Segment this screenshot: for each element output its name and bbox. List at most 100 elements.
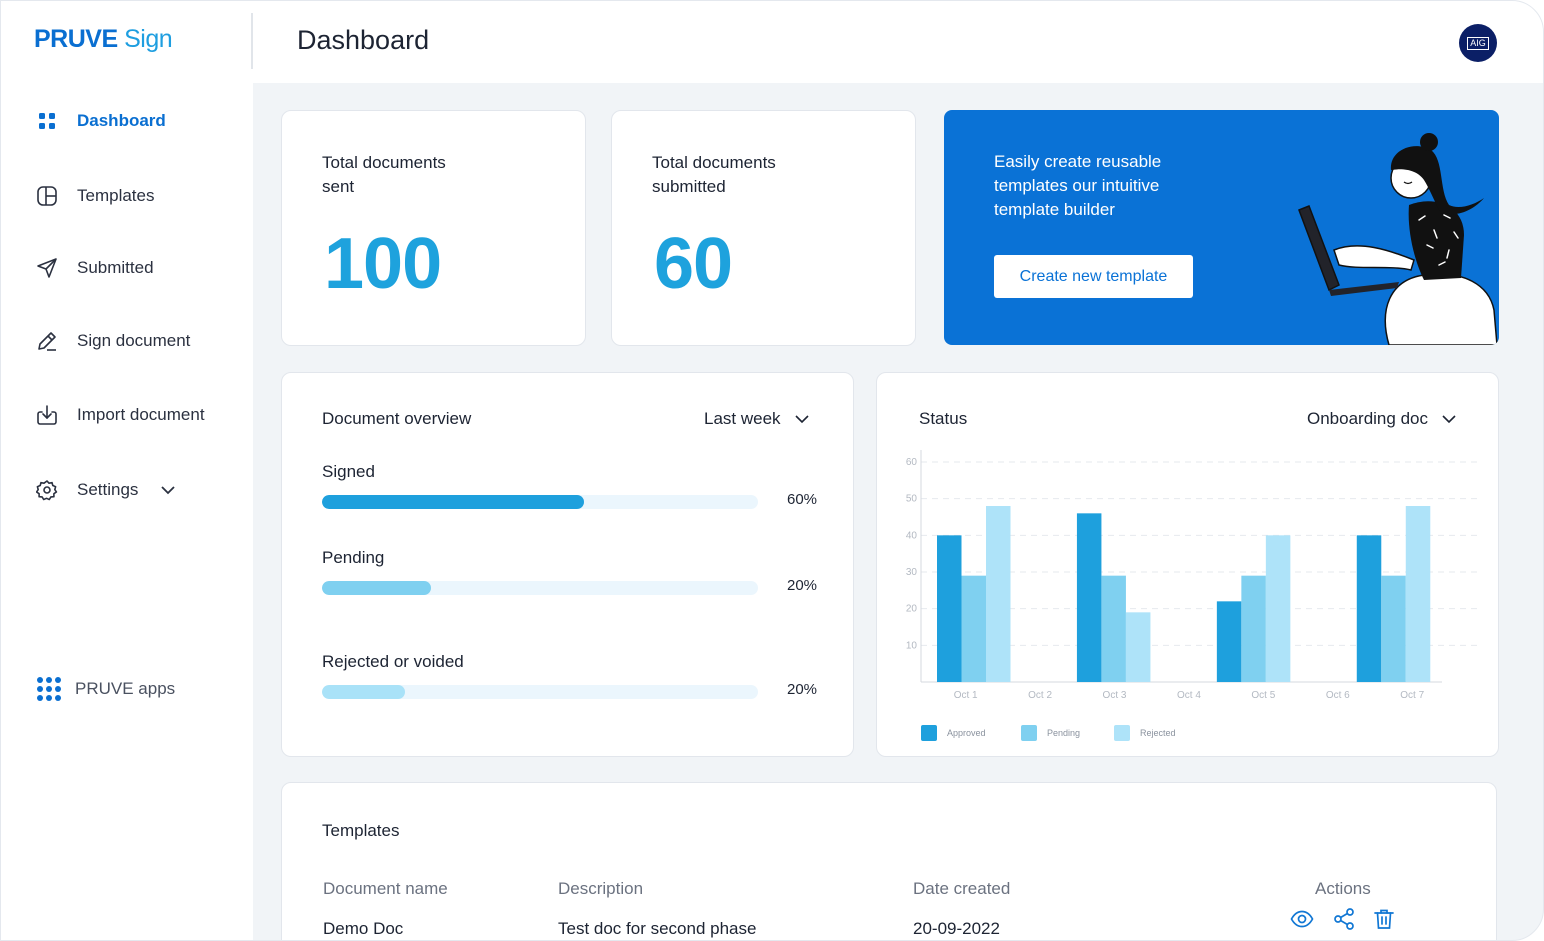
view-icon[interactable] [1290,907,1314,931]
progress-label-signed: Signed [322,462,375,481]
progress-fill-rejected [322,685,405,699]
status-card: Status Onboarding doc 10 20 30 40 50 60 Oct 1 O… [876,372,1499,757]
pen-icon [35,329,59,353]
x-tick-label: Oct 7 [1400,690,1424,701]
y-tick-label: 10 [906,640,918,651]
bar-rejected[interactable] [1125,612,1151,682]
share-icon[interactable] [1332,907,1356,931]
bar-approved[interactable] [937,535,962,682]
grid-icon [35,109,59,133]
sidebar-item-label: Templates [77,186,155,205]
legend-label: Pending [1047,728,1081,738]
x-tick-label: Oct 5 [1251,690,1275,701]
progress-track-pending [322,581,758,595]
sidebar-item-label: Settings [77,480,139,499]
progress-label-pending: Pending [322,548,385,567]
sidebar-item-label: Submitted [77,258,154,277]
logo-light: Sign [124,25,173,53]
templates-card: Templates Document name Description Date… [281,782,1497,940]
bar-pending[interactable] [1381,575,1406,682]
legend-rejected: Rejected [1114,725,1176,741]
legend-swatch [1114,725,1130,741]
gear-icon [35,478,59,502]
x-tick-label: Oct 3 [1103,690,1127,701]
bar-approved[interactable] [1356,535,1382,682]
stat-value: 60 [654,224,733,304]
stat-label: Total documents sent [322,153,446,196]
row-document-name[interactable]: Demo Doc [323,919,404,938]
progress-label-rejected: Rejected or voided [322,652,464,671]
y-tick-label: 30 [906,567,918,578]
legend-label: Rejected [1140,728,1176,738]
sidebar-item-label: Sign document [77,331,191,350]
status-title: Status [919,409,968,428]
avatar[interactable]: AIG [1459,24,1497,62]
delete-icon[interactable] [1372,907,1396,931]
bar-pending[interactable] [961,575,987,682]
column-header-description[interactable]: Description [558,879,644,898]
bar-pending[interactable] [1241,575,1266,682]
create-template-button[interactable]: Create new template [994,255,1193,298]
legend-swatch [1021,725,1037,741]
stat-value: 100 [324,224,442,304]
sidebar-divider [251,13,253,69]
logo[interactable]: PRUVE Sign [34,25,173,54]
y-tick-label: 60 [906,457,918,468]
sidebar-item-label: Dashboard [77,111,166,130]
sidebar-item-dashboard[interactable]: Dashboard [35,106,166,136]
avatar-initials: AIG [1467,36,1489,50]
bar-rejected[interactable] [1405,506,1431,682]
chevron-down-icon [1442,409,1456,429]
page-title: Dashboard [297,25,430,55]
sidebar-item-settings[interactable]: Settings [35,475,176,505]
bar-pending[interactable] [1101,575,1126,682]
bar-approved[interactable] [1216,601,1242,682]
sidebar-item-label: Import document [77,405,205,424]
x-tick-label: Oct 1 [954,690,978,701]
legend-swatch [921,725,937,741]
y-tick-label: 40 [906,530,918,541]
bar-approved[interactable] [1076,513,1102,682]
bar-rejected[interactable] [986,506,1011,682]
row-description: Test doc for second phase [558,919,757,938]
sidebar-item-sign-document[interactable]: Sign document [35,326,190,356]
sidebar-item-submitted[interactable]: Submitted [35,253,154,283]
templates-title: Templates [322,821,400,840]
y-tick-label: 20 [906,604,918,615]
status-doc-dropdown[interactable]: Onboarding doc [1307,409,1456,429]
logo-bold: PRUVE [34,25,118,53]
stat-label: Total documents submitted [652,153,776,196]
progress-fill-signed [322,495,584,509]
send-icon [35,256,59,280]
legend-pending: Pending [1021,725,1080,741]
x-tick-label: Oct 2 [1028,690,1052,701]
chevron-down-icon[interactable] [160,480,176,500]
progress-percent-signed: 60% [787,491,818,508]
column-header-name[interactable]: Document name [323,879,448,898]
dropdown-value: Last week [704,409,781,428]
column-header-actions: Actions [1315,879,1371,898]
bar-rejected[interactable] [1265,535,1291,682]
stat-card-sent: Total documents sent 100 [281,110,586,346]
legend-approved: Approved [921,725,986,741]
progress-percent-rejected: 20% [787,681,818,698]
overview-period-dropdown[interactable]: Last week [704,409,809,429]
progress-fill-pending [322,581,431,595]
legend-label: Approved [947,728,986,738]
stat-card-submitted: Total documents submitted 60 [611,110,916,346]
progress-track-rejected [322,685,758,699]
document-overview-card: Document overview Last week Signed 60% P… [281,372,854,757]
sidebar-item-import-document[interactable]: Import document [35,400,205,430]
column-header-date[interactable]: Date created [913,879,1011,898]
woman-laptop-illustration [1298,133,1498,345]
pruve-apps-link[interactable]: PRUVE apps [35,674,175,704]
template-icon [35,184,59,208]
pruve-apps-label: PRUVE apps [75,679,176,698]
chevron-down-icon [794,409,809,429]
topbar: Dashboard AIG [253,1,1543,83]
import-icon [35,403,59,427]
sidebar-item-templates[interactable]: Templates [35,181,154,211]
status-bar-chart: 10 20 30 40 50 60 Oct 1 Oct 2 Oct 3 Oct 4 Oct 5 Oct… [906,450,1479,701]
progress-track-signed [322,495,758,509]
dropdown-value: Onboarding doc [1307,409,1428,428]
